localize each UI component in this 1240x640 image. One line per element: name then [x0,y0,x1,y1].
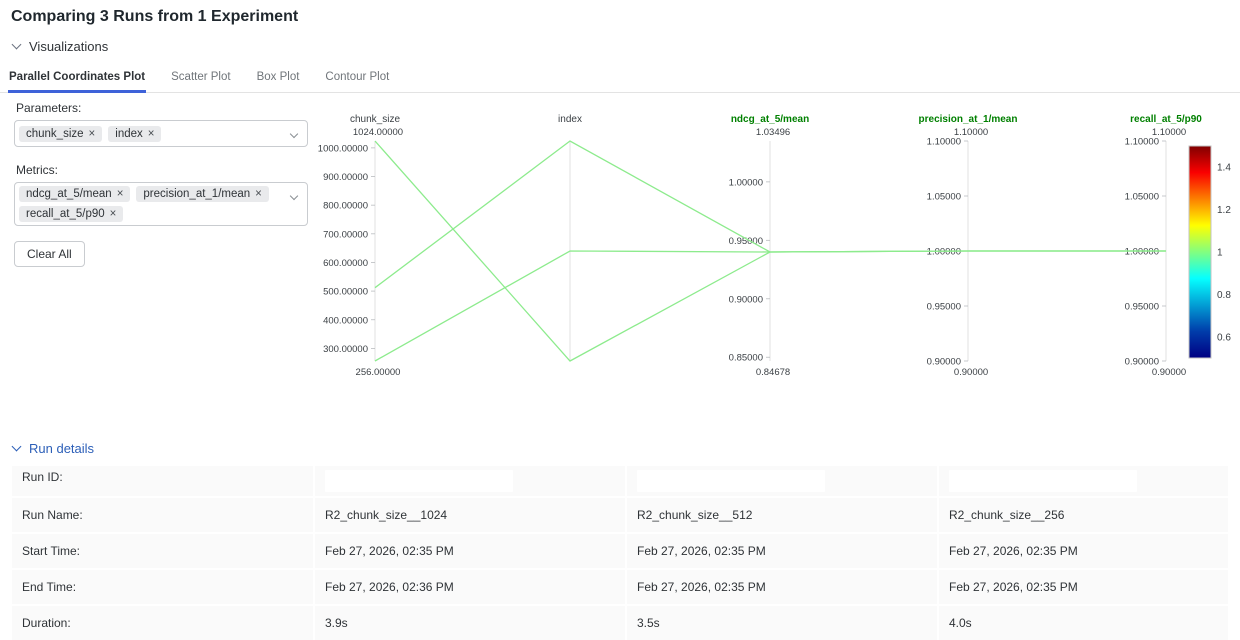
parameters-label: Parameters: [16,101,82,115]
run-detail-value: Feb 27, 2026, 02:35 PM [939,570,1228,604]
visualizations-section-label: Visualizations [29,39,109,54]
run-detail-value: R2_chunk_size__1024 [315,498,625,532]
run-detail-value: 3.5s [627,606,937,640]
metric-tag[interactable]: recall_at_5/p90 × [19,206,124,222]
chevron-down-icon [11,39,22,50]
run-details-section-toggle[interactable]: Run details [11,441,1240,456]
metric-tag-label: precision_at_1/mean [143,188,251,200]
visualizations-section-toggle[interactable]: Visualizations [11,39,1240,54]
run-detail-value: R2_chunk_size__512 [627,498,937,532]
parameter-tag[interactable]: chunk_size × [19,125,103,142]
tab-scatter-plot[interactable]: Scatter Plot [171,71,231,83]
metric-tag[interactable]: precision_at_1/mean × [136,186,269,202]
redacted-run-id [949,470,1137,492]
remove-tag-icon[interactable]: × [147,127,155,140]
redacted-run-id [637,470,825,492]
redacted-run-id [325,470,513,492]
visualization-area: Parameters: chunk_size × index × Metrics: n… [0,93,1240,395]
plot-type-tabs: Parallel Coordinates Plot Scatter Plot Box… [0,66,1240,93]
run-detail-label: Run ID: [12,466,313,496]
chevron-down-icon [11,441,22,452]
run-detail-value: R2_chunk_size__256 [939,498,1228,532]
metrics-label: Metrics: [16,163,58,177]
parameter-tag-label: chunk_size [26,127,84,140]
run-detail-label: Duration: [12,606,313,640]
tab-contour-plot[interactable]: Contour Plot [325,71,390,83]
metric-tag-label: recall_at_5/p90 [26,208,105,220]
run-detail-value: Feb 27, 2026, 02:35 PM [315,534,625,568]
run-detail-value: Feb 27, 2026, 02:36 PM [315,570,625,604]
run-detail-value: 4.0s [939,606,1228,640]
run-detail-value [627,466,937,496]
tab-box-plot[interactable]: Box Plot [256,71,300,83]
remove-tag-icon[interactable]: × [88,127,96,140]
metric-tag-label: ndcg_at_5/mean [26,188,112,200]
run-detail-value: Feb 27, 2026, 02:35 PM [939,534,1228,568]
remove-tag-icon[interactable]: × [255,188,262,200]
parameter-tag-label: index [115,127,143,140]
run-detail-value [315,466,625,496]
metrics-select[interactable]: ndcg_at_5/mean × precision_at_1/mean × recal… [14,182,308,226]
run-detail-value: 3.9s [315,606,625,640]
run-detail-label: Run Name: [12,498,313,532]
parameter-tag[interactable]: index × [108,125,162,142]
run-detail-value: Feb 27, 2026, 02:35 PM [627,534,937,568]
plot-controls: Parameters: chunk_size × index × Metrics: n… [14,101,308,267]
page-title: Comparing 3 Runs from 1 Experiment [11,8,299,25]
run-detail-label: Start Time: [12,534,313,568]
remove-tag-icon[interactable]: × [116,188,124,200]
run-details-table: Run ID: Run Name: R2_chunk_size__1024 R2_ch… [12,466,1228,640]
run-detail-label: End Time: [12,570,313,604]
clear-all-button[interactable]: Clear All [14,241,85,267]
tab-parallel-coordinates-plot[interactable]: Parallel Coordinates Plot [8,66,147,93]
run-details-section-label: Run details [29,441,95,456]
parameters-select[interactable]: chunk_size × index × [14,120,308,147]
remove-tag-icon[interactable]: × [109,208,117,220]
run-detail-value: Feb 27, 2026, 02:35 PM [627,570,937,604]
metric-tag[interactable]: ndcg_at_5/mean × [19,186,131,202]
chevron-down-icon [289,129,299,139]
chevron-down-icon [289,191,299,201]
run-detail-value [939,466,1228,496]
